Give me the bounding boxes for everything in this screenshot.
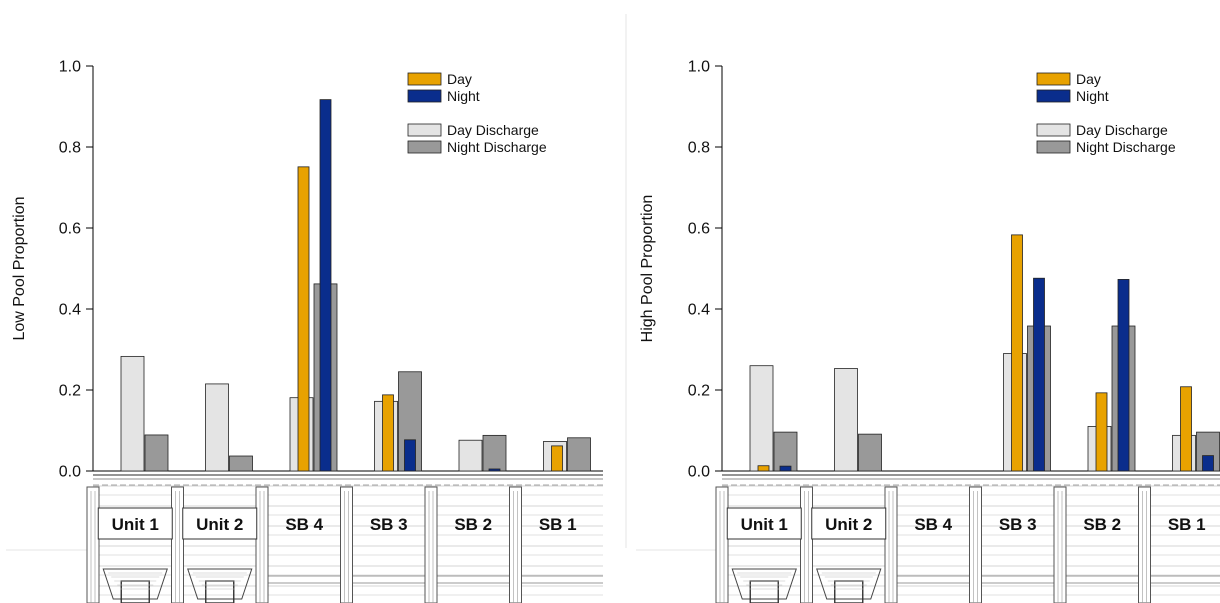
y-tick-label: 0.0 — [59, 464, 81, 481]
label-box-unit-2 — [811, 507, 887, 540]
bar-day-sb-4 — [297, 166, 310, 472]
legend-swatch-night-discharge — [1036, 140, 1071, 154]
label-box-unit-1 — [726, 507, 802, 540]
y-tick-label: 0.8 — [59, 140, 81, 157]
y-tick-label: 0.4 — [59, 302, 81, 319]
legend-swatch-day — [407, 72, 442, 86]
category-label-unit-2: Unit 2 — [196, 515, 243, 534]
bar-night-sb-2 — [1117, 279, 1130, 472]
legend-label-night: Night — [1076, 88, 1109, 104]
category-label-unit-1: Unit 1 — [741, 515, 788, 534]
category-label-unit-1: Unit 1 — [112, 515, 159, 534]
label-box-unit-2 — [182, 507, 258, 540]
dam-pier — [969, 486, 982, 603]
dam-pier — [340, 486, 353, 603]
dam-structure-drawing — [715, 473, 1220, 603]
high-pool-chart: 0.0 0.2 0.4 0.6 0.8 1.0 High Pool Proportion Un… — [639, 59, 1220, 603]
dam-pier — [424, 486, 438, 603]
bar-night-discharge-unit-2 — [229, 455, 253, 472]
y-axis-title: High Pool Proportion — [639, 195, 656, 343]
legend-label-day-discharge: Day Discharge — [447, 122, 539, 138]
dam-pier — [509, 486, 522, 603]
bar-day-discharge-unit-2 — [834, 368, 858, 472]
dam-pier — [171, 486, 184, 603]
y-tick-label: 0.6 — [688, 221, 710, 238]
legend-swatch-night — [407, 89, 442, 103]
category-label-sb-2: SB 2 — [454, 515, 492, 534]
legend-label-day: Day — [447, 71, 472, 87]
y-tick-label: 1.0 — [59, 59, 81, 76]
category-label-sb-3: SB 3 — [370, 515, 408, 534]
y-tick-label: 0.0 — [688, 464, 710, 481]
legend-label-night: Night — [447, 88, 480, 104]
bar-night-discharge-sb-2 — [482, 434, 507, 472]
bar-night-discharge-unit-1 — [144, 434, 169, 472]
turbine-intake — [816, 568, 882, 600]
bar-night-sb-4 — [319, 99, 332, 472]
legend-label-night-discharge: Night Discharge — [1076, 139, 1176, 155]
bar-night-discharge-sb-1 — [567, 437, 591, 472]
bar-day-sb-3 — [1011, 234, 1023, 472]
bar-night-unit-1 — [779, 465, 792, 472]
dam-pier — [1138, 486, 1151, 603]
y-tick-label: 0.2 — [59, 383, 81, 400]
dam-pier — [715, 486, 729, 603]
category-label-unit-2: Unit 2 — [825, 515, 872, 534]
legend-swatch-day-discharge — [1036, 123, 1071, 137]
bar-day-discharge-unit-2 — [205, 383, 229, 472]
y-tick-label: 0.8 — [688, 140, 710, 157]
bar-day-sb-1 — [1180, 386, 1192, 472]
dam-structure-drawing — [86, 473, 603, 603]
y-axis-title: Low Pool Proportion — [11, 196, 28, 340]
bar-night-sb-3 — [1033, 277, 1045, 472]
label-box-unit-1 — [97, 507, 173, 540]
turbine-intake — [731, 568, 797, 600]
legend-swatch-night-discharge — [407, 140, 442, 154]
y-tick-label: 0.4 — [688, 302, 710, 319]
bar-day-sb-1 — [551, 445, 563, 472]
y-tick-label: 1.0 — [688, 59, 710, 76]
dam-pier — [86, 486, 100, 603]
category-label-sb-1: SB 1 — [539, 515, 577, 534]
bar-night-discharge-unit-1 — [773, 431, 798, 472]
turbine-intake — [102, 568, 168, 600]
bar-day-sb-2 — [1095, 392, 1108, 472]
bar-night-discharge-unit-2 — [858, 433, 882, 472]
category-label-sb-2: SB 2 — [1083, 515, 1121, 534]
bar-day-discharge-unit-1 — [749, 365, 774, 472]
low-pool-chart: 0.0 0.2 0.4 0.6 0.8 1.0 Low Pool Proportion Uni… — [11, 59, 603, 603]
legend-swatch-night — [1036, 89, 1071, 103]
bar-day-sb-3 — [382, 394, 394, 472]
y-tick-label: 0.6 — [59, 221, 81, 238]
category-label-sb-3: SB 3 — [999, 515, 1037, 534]
category-label-sb-4: SB 4 — [914, 515, 952, 534]
bar-night-sb-2 — [488, 468, 501, 472]
legend-swatch-day — [1036, 72, 1071, 86]
category-label-sb-4: SB 4 — [285, 515, 323, 534]
legend-label-day-discharge: Day Discharge — [1076, 122, 1168, 138]
bar-night-sb-1 — [1202, 455, 1214, 472]
bar-day-unit-1 — [757, 465, 770, 472]
legend-label-night-discharge: Night Discharge — [447, 139, 547, 155]
dam-pier — [800, 486, 813, 603]
category-label-sb-1: SB 1 — [1168, 515, 1206, 534]
dam-pier — [884, 486, 898, 603]
bar-night-sb-3 — [404, 439, 416, 472]
dam-pier — [1053, 486, 1067, 603]
y-tick-label: 0.2 — [688, 383, 710, 400]
turbine-intake — [187, 568, 253, 600]
bar-day-discharge-sb-2 — [458, 439, 483, 472]
bar-day-discharge-unit-1 — [120, 355, 145, 472]
dam-pier — [255, 486, 269, 603]
legend-label-day: Day — [1076, 71, 1101, 87]
legend-swatch-day-discharge — [407, 123, 442, 137]
